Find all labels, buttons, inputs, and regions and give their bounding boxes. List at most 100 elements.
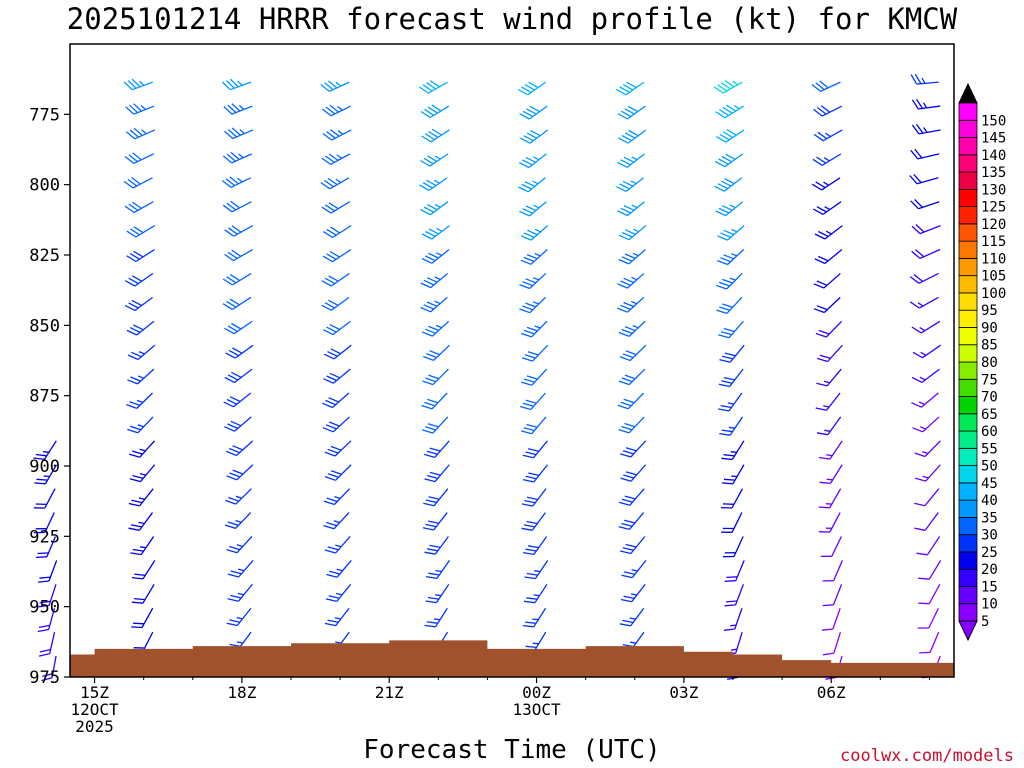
colorbar-label: 95 (981, 303, 998, 319)
barb-flag (232, 445, 243, 451)
barb-flag (912, 351, 923, 359)
barb-column (320, 80, 352, 675)
barb-half-flag (629, 641, 637, 644)
barb-flag (522, 305, 534, 311)
barb-flag (521, 381, 532, 386)
barb-column (123, 78, 156, 677)
barb-flag (624, 571, 636, 575)
barb-half-flag (336, 568, 343, 572)
barb-flag (716, 309, 728, 315)
barb-flag (328, 595, 340, 599)
barb-flag (420, 159, 431, 167)
barb-flag (909, 301, 920, 309)
barb-staff (929, 631, 940, 653)
barb-flag (526, 520, 538, 525)
plot-background (70, 44, 954, 677)
barb-flag (621, 522, 633, 527)
barb-flag (324, 475, 336, 481)
barb-flag (717, 84, 728, 92)
x-tick-label: 15Z (80, 683, 109, 702)
barb-half-flag (923, 127, 928, 133)
barb-flag (325, 424, 337, 430)
barb-half-flag (237, 177, 243, 183)
barb-flag (816, 156, 827, 164)
barb-flag (724, 580, 736, 582)
barb-flag (227, 598, 239, 602)
barb-flag (915, 224, 925, 233)
colorbar-label: 70 (981, 390, 998, 406)
barb-flag (719, 432, 731, 436)
barb-flag (909, 175, 918, 185)
barb-flag (423, 453, 435, 459)
barb-flag (520, 137, 531, 144)
barb-half-flag (335, 544, 342, 548)
barb-flag (230, 420, 242, 427)
barb-half-flag (335, 592, 343, 596)
barb-half-flag (138, 497, 145, 500)
barb-half-flag (921, 450, 929, 455)
barb-flag (428, 374, 440, 380)
barb-flag (724, 352, 736, 357)
barb-flag (427, 596, 439, 600)
barb-flag (127, 80, 137, 89)
barb-flag (131, 176, 141, 185)
barb-flag (230, 594, 242, 599)
barb-flag (322, 402, 333, 409)
barb-flag (715, 210, 726, 217)
colorbar-bottom-arrow (958, 620, 978, 642)
barb-flag (527, 351, 539, 356)
barb-flag (617, 210, 628, 217)
barb-flag (126, 329, 138, 336)
barb-flag (521, 357, 533, 362)
barb-flag (327, 619, 339, 623)
barb-flag (913, 173, 922, 184)
barb-flag (530, 130, 541, 137)
barb-flag (420, 306, 431, 313)
colorbar-label: 45 (981, 476, 998, 492)
colorbar-swatch (958, 482, 978, 501)
x-tick-label: 00Z (522, 683, 551, 702)
barb-flag (718, 281, 730, 287)
barb-flag (133, 127, 143, 136)
colorbar-label: 40 (981, 493, 998, 509)
barb-flag (230, 200, 240, 209)
barb-half-flag (731, 475, 738, 478)
barb-flag (132, 474, 144, 480)
barb-flag (426, 352, 437, 359)
barb-flag (424, 401, 436, 407)
barb-flag (526, 423, 538, 428)
barb-half-flag (728, 426, 735, 429)
barb-flag (621, 256, 633, 262)
barb-flag (816, 206, 827, 213)
barb-flag (520, 430, 532, 435)
barb-flag (519, 308, 531, 314)
barb-flag (726, 104, 737, 112)
barb-flag (418, 86, 429, 94)
barb-flag (619, 183, 630, 190)
barb-flag (126, 230, 137, 238)
barb-flag (620, 550, 632, 555)
y-tick-label: 825 (29, 246, 60, 266)
barb-half-flag (919, 376, 926, 381)
barb-flag (226, 300, 237, 308)
barb-flag (517, 88, 529, 96)
barb-flag (522, 208, 533, 214)
barb-flag (228, 496, 240, 502)
barb-flag (625, 447, 637, 452)
colorbar-swatch (958, 154, 978, 173)
barb-flag (621, 377, 633, 383)
barb-flag (129, 129, 139, 138)
barb-flag (425, 499, 437, 504)
barb-flag (229, 176, 239, 185)
barb-flag (618, 526, 630, 531)
barb-flag (425, 523, 437, 528)
barb-flag (224, 327, 235, 335)
barb-flag (620, 304, 631, 311)
x-tick-label: 12OCT (70, 700, 119, 719)
barb-flag (723, 478, 736, 481)
barb-half-flag (42, 450, 49, 453)
barb-flag (424, 624, 436, 628)
barb-staff (926, 536, 941, 556)
barb-flag (128, 302, 139, 309)
barb-flag (718, 158, 729, 165)
